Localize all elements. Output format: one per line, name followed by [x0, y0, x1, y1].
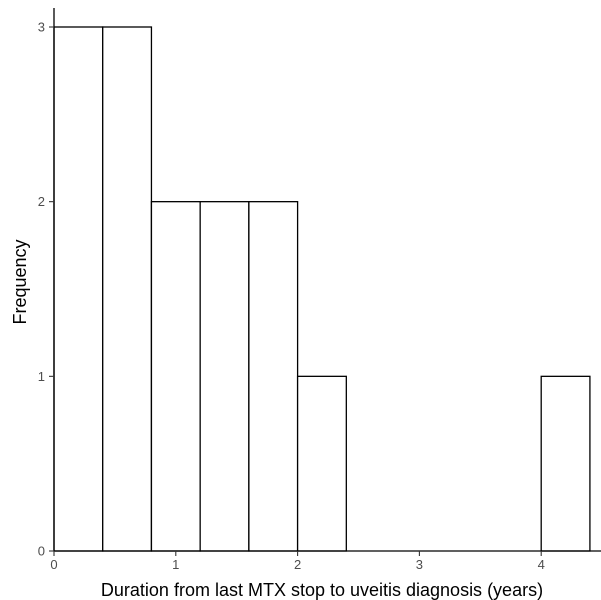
x-axis-ticks: 0 1 2 3 4	[50, 551, 545, 572]
histogram-bar-10	[540, 375, 591, 552]
y-axis-ticks: 0 1 2 3	[38, 20, 54, 559]
x-axis-title: Duration from last MTX stop to uveitis d…	[101, 580, 543, 600]
y-tick-label: 0	[38, 544, 45, 559]
x-tick-label: 4	[538, 557, 545, 572]
y-tick-label: 1	[38, 369, 45, 384]
histogram-bar-3	[199, 201, 250, 552]
x-tick-label: 3	[416, 557, 423, 572]
y-tick-label: 2	[38, 194, 45, 209]
histogram-bar-0	[53, 26, 104, 552]
y-axis-title: Frequency	[10, 239, 30, 324]
bars-group	[53, 26, 591, 552]
histogram-bar-2	[150, 201, 201, 552]
x-tick-label: 2	[294, 557, 301, 572]
histogram-bar-4	[248, 201, 299, 552]
histogram-bar-5	[296, 375, 347, 552]
y-tick-label: 3	[38, 20, 45, 35]
histogram-bar-1	[102, 26, 153, 552]
x-tick-label: 1	[172, 557, 179, 572]
x-tick-label: 0	[50, 557, 57, 572]
